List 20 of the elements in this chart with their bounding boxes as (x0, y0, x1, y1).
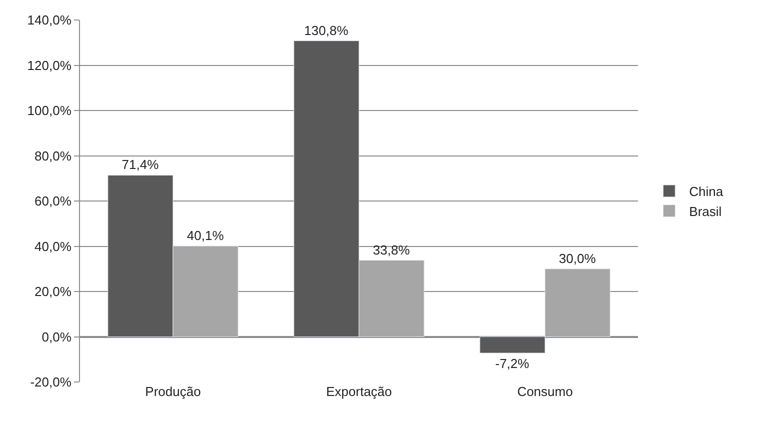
legend-label: Brasil (689, 204, 722, 219)
data-label: 30,0% (558, 250, 596, 266)
y-tick-label: 120,0% (27, 58, 72, 73)
data-label: -7,2% (495, 356, 530, 372)
x-tick-label: Exportação (326, 384, 392, 399)
legend-label: China (689, 184, 724, 200)
y-tick-label: 20,0% (34, 284, 72, 300)
data-label: 130,8% (304, 22, 349, 38)
x-tick-label: Produção (145, 384, 201, 399)
y-tick-label: 40,0% (34, 238, 72, 254)
y-tick-label: 60,0% (34, 194, 72, 209)
y-tick-label: 100,0% (27, 103, 72, 118)
y-tick-label: -20,0% (30, 374, 72, 390)
x-tick-label: Consumo (517, 384, 573, 399)
y-tick-label: 80,0% (34, 148, 72, 164)
data-label: 40,1% (186, 228, 224, 244)
data-label: 33,8% (372, 242, 410, 258)
y-tick-label: 0,0% (42, 329, 72, 344)
data-label: 71,4% (122, 157, 160, 172)
y-tick-label: 140,0% (27, 12, 72, 28)
